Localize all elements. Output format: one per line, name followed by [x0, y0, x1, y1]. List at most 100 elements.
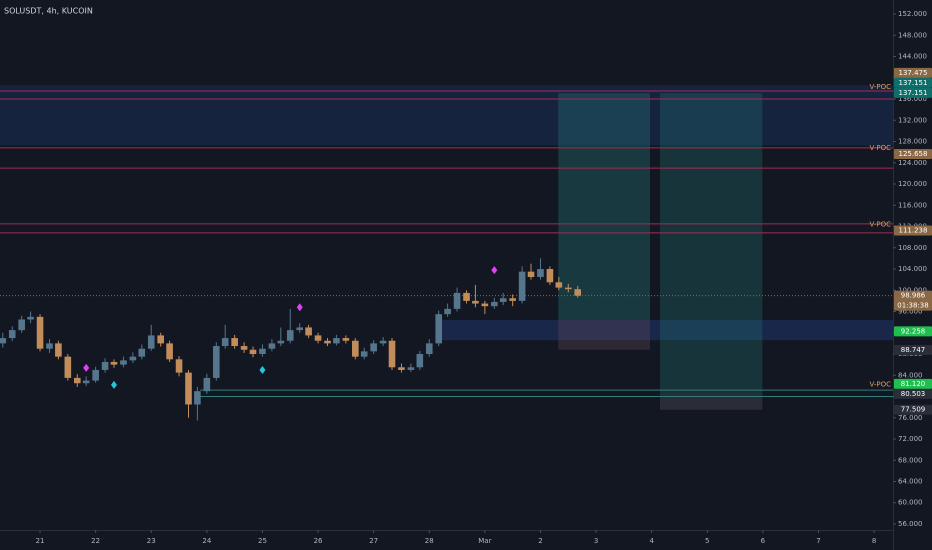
candle-body — [231, 338, 238, 347]
price-label: 111.238 — [899, 227, 928, 235]
candle-body — [388, 340, 396, 368]
candle-body — [36, 316, 44, 349]
candle-body — [444, 308, 451, 315]
candle-body — [18, 319, 25, 331]
candle-body — [499, 298, 507, 302]
candle-body — [472, 300, 479, 304]
zone — [558, 320, 651, 350]
candle-body — [509, 298, 516, 301]
x-tick-label: 26 — [314, 537, 323, 545]
candle-body — [212, 346, 220, 378]
price-label: 77.509 — [901, 406, 926, 414]
candle-body — [185, 372, 192, 405]
signal-marker — [259, 365, 266, 374]
candle-body — [370, 343, 377, 352]
x-tick-label: 22 — [91, 537, 100, 545]
price-label-box — [894, 77, 932, 88]
vpoc-label: V-POC — [869, 381, 891, 389]
price-label-box — [894, 388, 932, 399]
vpoc-label: V-POC — [869, 221, 891, 229]
y-tick-label: 152.000 — [898, 10, 927, 18]
y-tick-label: 56.000 — [898, 520, 923, 528]
zone — [0, 85, 893, 146]
x-tick-label: 27 — [369, 537, 378, 545]
y-tick-label: 60.000 — [898, 499, 923, 507]
candle-body — [481, 303, 489, 307]
candle-body — [27, 316, 34, 320]
x-tick-label: Mar — [478, 537, 491, 545]
candle-body — [527, 271, 535, 277]
chart-title: SOLUSDT, 4h, KUCOIN — [4, 7, 93, 16]
y-tick-label: 72.000 — [898, 435, 923, 443]
price-label-box — [894, 225, 932, 236]
y-tick-label: 124.000 — [898, 159, 927, 167]
price-label-box — [894, 67, 932, 78]
candle-body — [305, 327, 312, 336]
candle-body — [240, 346, 248, 350]
candle-body — [435, 314, 443, 344]
x-tick-label: 21 — [36, 537, 45, 545]
y-tick-label: 108.000 — [898, 244, 927, 252]
candle-body — [333, 338, 340, 344]
candle-body — [342, 338, 350, 341]
x-tick-label: 8 — [872, 537, 876, 545]
y-tick-label: 132.000 — [898, 116, 927, 124]
y-tick-label: 68.000 — [898, 456, 923, 464]
candle-body — [120, 360, 127, 365]
x-tick-label: 25 — [258, 537, 267, 545]
signal-marker — [296, 303, 303, 312]
candle-body — [268, 343, 276, 349]
candle-body — [314, 335, 322, 341]
candle-body — [416, 354, 424, 368]
zone — [558, 93, 651, 321]
vpoc-label: V-POC — [869, 83, 891, 91]
x-tick-label: 5 — [705, 537, 709, 545]
x-tick-label: 28 — [425, 537, 434, 545]
zone — [439, 320, 893, 341]
zone — [660, 93, 763, 393]
candle-body — [175, 359, 183, 373]
candle-body — [425, 343, 433, 355]
x-tick-label: 4 — [649, 537, 654, 545]
candle-body — [324, 340, 331, 344]
price-label: 137.475 — [899, 69, 928, 77]
y-tick-label: 128.000 — [898, 138, 927, 146]
candle-body — [110, 361, 118, 365]
candle-body — [286, 330, 294, 341]
y-tick-label: 136.000 — [898, 95, 927, 103]
x-tick-label: 7 — [816, 537, 820, 545]
candle-body — [194, 391, 201, 405]
candle-body — [564, 287, 572, 290]
candle-body — [546, 269, 554, 283]
candle-body — [249, 349, 257, 355]
price-label: 80.503 — [901, 390, 926, 398]
countdown: 01:38:38 — [897, 302, 928, 310]
candle-body — [518, 271, 526, 301]
x-tick-label: 23 — [147, 537, 156, 545]
price-label: 81.120 — [901, 380, 926, 388]
y-tick-label: 64.000 — [898, 477, 923, 485]
candle-body — [101, 361, 109, 370]
price-label-box — [894, 378, 932, 389]
signal-marker — [110, 380, 117, 389]
candle-body — [398, 367, 405, 370]
x-tick-label: 2 — [538, 537, 542, 545]
candle-body — [8, 330, 16, 339]
candle-body — [0, 338, 7, 344]
candle-body — [379, 340, 387, 344]
price-label-box — [894, 148, 932, 159]
candle-body — [407, 367, 415, 370]
y-tick-label: 148.000 — [898, 31, 927, 39]
price-label-box — [894, 290, 932, 311]
price-label: 88.747 — [901, 346, 926, 354]
vpoc-label: V-POC — [869, 144, 891, 152]
signal-marker — [491, 266, 498, 275]
candle-body — [73, 377, 81, 384]
price-label: 92.258 — [901, 327, 926, 335]
candle-body — [259, 348, 266, 355]
candle-body — [82, 380, 90, 384]
candle-body — [277, 340, 285, 344]
